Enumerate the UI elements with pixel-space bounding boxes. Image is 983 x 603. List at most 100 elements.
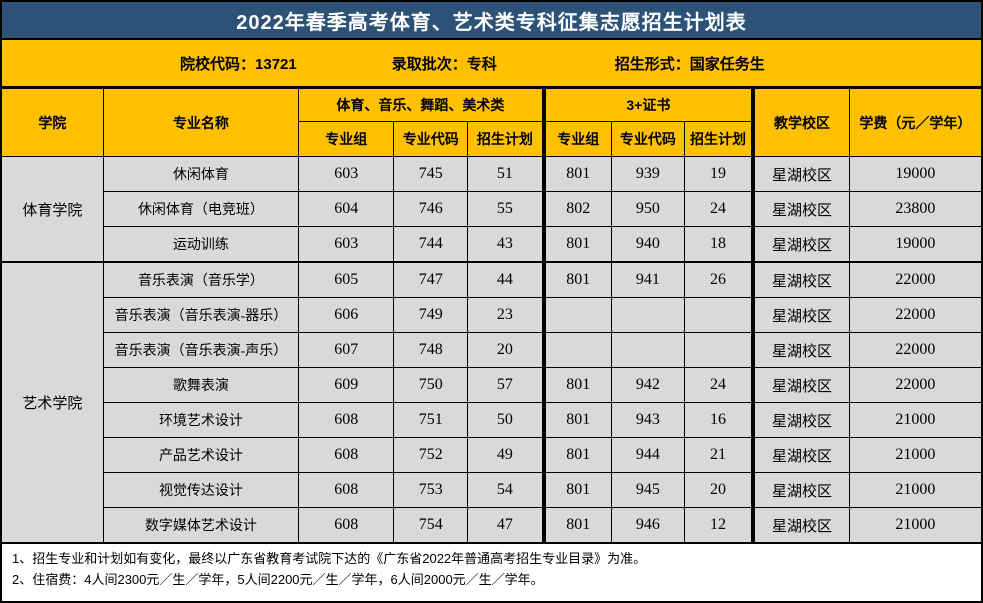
col-header-g1-code: 专业代码 bbox=[393, 121, 469, 157]
cell-campus: 星湖校区 bbox=[751, 367, 850, 403]
cell-g1-code: 748 bbox=[393, 332, 469, 368]
cell-g1-plan: 44 bbox=[467, 261, 545, 298]
col-group-3plus-cert: 3+证书 bbox=[541, 87, 754, 122]
cell-g1-plan: 50 bbox=[467, 402, 545, 438]
cell-g2-code: 950 bbox=[610, 191, 685, 227]
cell-g2-plan: 19 bbox=[683, 156, 754, 192]
cell-g2-code: 939 bbox=[610, 156, 685, 192]
cell-major: 音乐表演（音乐表演-声乐） bbox=[102, 332, 300, 368]
cell-g2-code: 941 bbox=[610, 261, 685, 298]
cell-tuition: 19000 bbox=[848, 156, 983, 192]
cell-tuition: 21000 bbox=[848, 402, 983, 438]
cell-g2-plan: 24 bbox=[683, 367, 754, 403]
title-bar: 2022年春季高考体育、艺术类专科征集志愿招生计划表 bbox=[0, 0, 983, 40]
cell-g1-group: 605 bbox=[298, 261, 395, 298]
cell-g1-code: 746 bbox=[393, 191, 469, 227]
cell-g1-group: 603 bbox=[298, 156, 395, 192]
cell-g2-group: 801 bbox=[541, 156, 612, 192]
cell-campus: 星湖校区 bbox=[751, 226, 850, 263]
col-header-g2-group: 专业组 bbox=[541, 121, 612, 157]
table-row: 休闲体育（电竞班） 604 746 55 802 950 24 星湖校区 238… bbox=[1, 191, 983, 227]
cell-major: 环境艺术设计 bbox=[102, 402, 300, 438]
col-group-arts-sports: 体育、音乐、舞蹈、美术类 bbox=[298, 87, 545, 122]
cell-g2-code: 942 bbox=[610, 367, 685, 403]
table-row: 歌舞表演 609 750 57 801 942 24 星湖校区 22000 bbox=[1, 367, 983, 403]
cell-g1-code: 754 bbox=[393, 507, 469, 544]
footnote-line-1: 1、招生专业和计划如有变化，最终以广东省教育考试院下达的《广东省2022年普通高… bbox=[12, 551, 647, 566]
cell-g2-code bbox=[610, 297, 685, 333]
col-header-g2-code: 专业代码 bbox=[610, 121, 685, 157]
school-code-value: 13721 bbox=[255, 55, 297, 73]
cell-campus: 星湖校区 bbox=[751, 332, 850, 368]
cell-g2-plan: 26 bbox=[683, 261, 754, 298]
cell-g2-plan: 21 bbox=[683, 437, 754, 473]
cell-g2-group: 801 bbox=[541, 367, 612, 403]
enrollment-form: 招生形式：国家任务生 bbox=[615, 53, 765, 74]
table-row: 视觉传达设计 608 753 54 801 945 20 星湖校区 21000 bbox=[1, 472, 983, 508]
cell-g2-group: 802 bbox=[541, 191, 612, 227]
cell-g1-group: 608 bbox=[298, 437, 395, 473]
col-header-college: 学院 bbox=[0, 87, 104, 157]
cell-g1-code: 749 bbox=[393, 297, 469, 333]
cell-g2-code: 945 bbox=[610, 472, 685, 508]
cell-g1-plan: 57 bbox=[467, 367, 545, 403]
cell-g2-plan: 20 bbox=[683, 472, 754, 508]
cell-major: 休闲体育 bbox=[102, 156, 300, 192]
cell-g2-plan: 18 bbox=[683, 226, 754, 263]
cell-g2-code: 944 bbox=[610, 437, 685, 473]
cell-g2-group bbox=[541, 297, 612, 333]
cell-g1-group: 608 bbox=[298, 402, 395, 438]
cell-tuition: 21000 bbox=[848, 472, 983, 508]
cell-tuition: 22000 bbox=[848, 332, 983, 368]
page-title: 2022年春季高考体育、艺术类专科征集志愿招生计划表 bbox=[0, 0, 983, 40]
cell-tuition: 19000 bbox=[848, 226, 983, 263]
info-bar-content: 院校代码：13721 录取批次：专科 招生形式：国家任务生 bbox=[2, 53, 981, 74]
cell-g1-plan: 47 bbox=[467, 507, 545, 544]
cell-g1-code: 747 bbox=[393, 261, 469, 298]
cell-g1-group: 608 bbox=[298, 472, 395, 508]
footnote-line-2: 2、住宿费：4人间2300元／生／学年，5人间2200元／生／学年，6人间200… bbox=[12, 571, 544, 587]
col-header-g2-plan: 招生计划 bbox=[683, 121, 754, 157]
table-row: 体育学院 休闲体育 603 745 51 801 939 19 星湖校区 190… bbox=[0, 156, 983, 263]
cell-g1-code: 744 bbox=[393, 226, 469, 263]
footnotes: 1、招生专业和计划如有变化，最终以广东省教育考试院下达的《广东省2022年普通高… bbox=[0, 542, 983, 603]
cell-major: 歌舞表演 bbox=[102, 367, 300, 403]
college-cell-arts: 艺术学院 bbox=[0, 261, 104, 544]
table-row: 音乐表演（音乐表演-声乐） 607 748 20 星湖校区 22000 bbox=[1, 332, 983, 368]
cell-g1-code: 750 bbox=[393, 367, 469, 403]
cell-g1-plan: 54 bbox=[467, 472, 545, 508]
cell-g1-plan: 49 bbox=[467, 437, 545, 473]
cell-g1-group: 607 bbox=[298, 332, 395, 368]
table-row: 数字媒体艺术设计 608 754 47 801 946 12 星湖校区 2100… bbox=[1, 507, 983, 544]
cell-g2-group: 801 bbox=[541, 472, 612, 508]
cell-g1-code: 752 bbox=[393, 437, 469, 473]
cell-g1-plan: 55 bbox=[467, 191, 545, 227]
cell-g2-plan: 16 bbox=[683, 402, 754, 438]
cell-g1-plan: 23 bbox=[467, 297, 545, 333]
cell-g2-code: 946 bbox=[610, 507, 685, 544]
cell-tuition: 22000 bbox=[848, 367, 983, 403]
table-row: 运动训练 603 744 43 801 940 18 星湖校区 19000 bbox=[1, 226, 983, 263]
table-row: 产品艺术设计 608 752 49 801 944 21 星湖校区 21000 bbox=[1, 437, 983, 473]
college-cell-sports: 体育学院 bbox=[0, 156, 104, 263]
cell-g2-group: 801 bbox=[541, 437, 612, 473]
admission-batch-value: 专科 bbox=[466, 55, 497, 73]
cell-tuition: 23800 bbox=[848, 191, 983, 227]
cell-g2-plan: 12 bbox=[683, 507, 754, 544]
cell-major: 视觉传达设计 bbox=[102, 472, 300, 508]
cell-g1-group: 608 bbox=[298, 507, 395, 544]
col-header-tuition: 学费（元／学年） bbox=[848, 87, 983, 157]
cell-g1-group: 606 bbox=[298, 297, 395, 333]
col-header-g1-group: 专业组 bbox=[298, 121, 395, 157]
cell-tuition: 22000 bbox=[848, 261, 983, 298]
table-row: 艺术学院 音乐表演（音乐学） 605 747 44 801 941 26 星湖校… bbox=[0, 261, 983, 544]
cell-g2-plan: 24 bbox=[683, 191, 754, 227]
cell-campus: 星湖校区 bbox=[751, 507, 850, 544]
col-header-g1-plan: 招生计划 bbox=[467, 121, 545, 157]
cell-campus: 星湖校区 bbox=[751, 156, 850, 192]
header-row-groups: 学院 专业名称 体育、音乐、舞蹈、美术类 3+证书 教学校区 学费（元／学年） bbox=[0, 87, 983, 157]
enrollment-form-label: 招生形式： bbox=[614, 55, 690, 73]
cell-g2-code bbox=[610, 332, 685, 368]
table-row: 音乐表演（音乐表演-器乐） 606 749 23 星湖校区 22000 bbox=[1, 297, 983, 333]
